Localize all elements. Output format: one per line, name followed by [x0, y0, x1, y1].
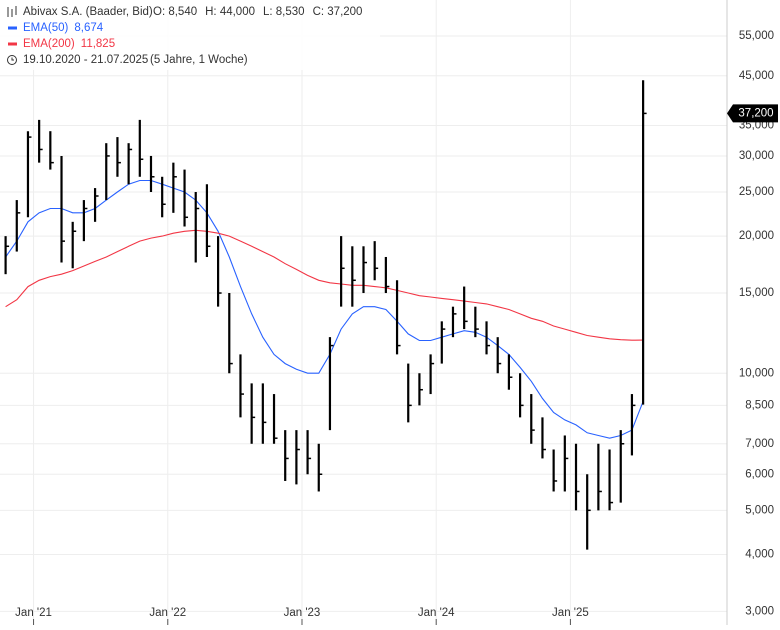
- x-tick-label: Jan '23: [284, 607, 321, 619]
- date-range: 19.10.2020 - 21.07.2025: [23, 54, 148, 66]
- y-tick-label: 6,000: [745, 468, 774, 480]
- legend-label: EMA(200): [23, 38, 75, 50]
- y-tick-label: 10,000: [739, 367, 774, 379]
- legend: EMA(50) 8,674 EMA(200) 11,825: [8, 22, 115, 50]
- ohlc: O: 8,540 H: 44,000 L: 8,530 C: 37,200: [153, 6, 362, 18]
- clock-icon: [7, 55, 17, 65]
- x-tick-label: Jan '25: [552, 607, 589, 619]
- ema-line: [5, 179, 644, 439]
- legend-value: 11,825: [81, 38, 115, 50]
- axes: 3,000 4,000 5,000 6,000 7,000 8,500 10,000 15,0…: [15, 30, 778, 625]
- ema-line: [5, 229, 644, 341]
- bar-icon: [7, 6, 17, 17]
- y-tick-label: 4,000: [745, 548, 774, 560]
- ohlc-value: H: 44,000: [205, 6, 255, 18]
- plot: [4, 80, 647, 550]
- ohlc-value: O: 8,540: [153, 6, 197, 18]
- legend-label: EMA(50): [23, 22, 69, 34]
- y-tick-label: 7,000: [745, 438, 774, 450]
- grid: [0, 0, 727, 625]
- x-tick-label: Jan '22: [149, 607, 186, 619]
- last-price-tag: [727, 104, 778, 123]
- y-tick-label: 3,000: [745, 605, 774, 617]
- y-tick-label: 25,000: [739, 186, 774, 198]
- legend-value: 8,674: [74, 22, 103, 34]
- y-tick-label: 15,000: [739, 287, 774, 299]
- y-tick-label: 20,000: [739, 230, 774, 242]
- y-tick-label: 35,000: [739, 119, 774, 131]
- legend-swatch: [8, 42, 17, 46]
- y-tick-label: 8,500: [745, 399, 774, 411]
- ohlc-value: C: 37,200: [313, 6, 363, 18]
- legend-swatch: [8, 26, 17, 30]
- y-tick-label: 5,000: [745, 504, 774, 516]
- header-bg: [0, 0, 380, 70]
- y-tick-label: 30,000: [739, 150, 774, 162]
- title: Abivax S.A. (Baader, Bid): [23, 6, 153, 18]
- header: Abivax S.A. (Baader, Bid) O: 8,540 H: 44,…: [0, 0, 380, 70]
- ohlc-value: L: 8,530: [263, 6, 305, 18]
- x-tick-label: Jan '21: [15, 607, 52, 619]
- period: (5 Jahre, 1 Woche): [150, 54, 248, 66]
- last-price-label: 37,200: [738, 107, 773, 119]
- x-tick-label: Jan '24: [418, 607, 455, 619]
- y-tick-label: 55,000: [739, 30, 774, 42]
- y-tick-label: 45,000: [739, 70, 774, 82]
